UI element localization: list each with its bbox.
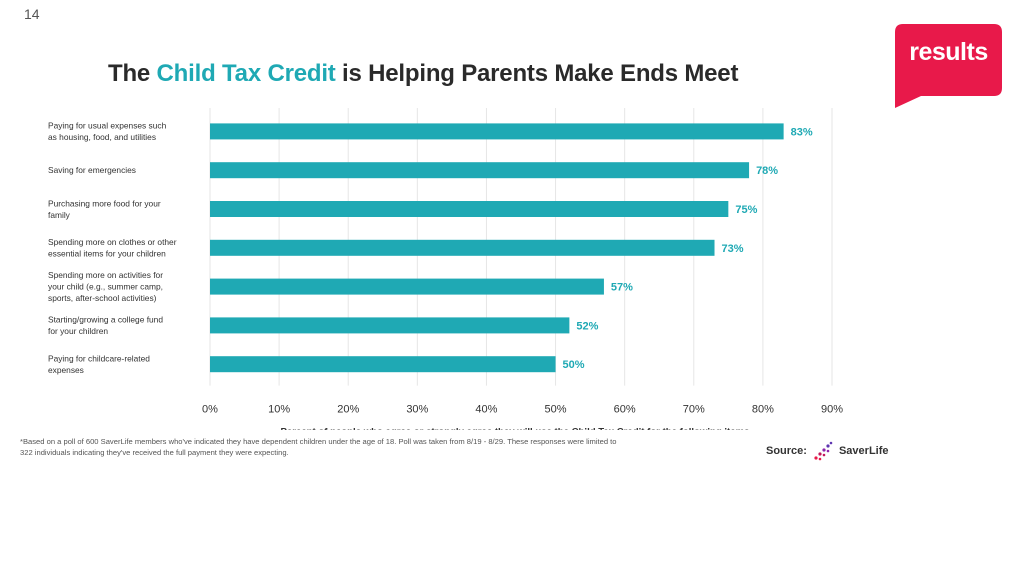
saverlife-logo-icon xyxy=(813,440,833,462)
value-label: 78% xyxy=(756,165,778,177)
x-tick-label: 20% xyxy=(337,404,359,416)
x-tick-label: 60% xyxy=(614,404,636,416)
bar xyxy=(210,201,729,217)
value-label: 83% xyxy=(791,126,813,138)
category-label: Spending more on clothes or other essenti… xyxy=(48,237,177,258)
value-label: 75% xyxy=(735,204,757,216)
value-label: 57% xyxy=(611,282,633,294)
category-label: Purchasing more food for your family xyxy=(48,198,161,220)
x-tick-label: 40% xyxy=(475,404,497,416)
saverlife-brand: SaverLife xyxy=(838,445,889,457)
bar xyxy=(210,356,556,373)
x-tick-label: 50% xyxy=(545,404,567,416)
x-axis-label: Percent of people who agree or strongly … xyxy=(281,427,750,430)
x-tick-label: 0% xyxy=(202,404,218,416)
bar xyxy=(210,162,750,179)
title-suffix: is Helping Parents Make Ends Meet xyxy=(335,60,739,87)
value-label: 52% xyxy=(576,320,598,332)
category-label: Saving for emergencies xyxy=(48,165,136,175)
chart-title: The Child Tax Credit is Helping Parents … xyxy=(108,60,738,88)
bar xyxy=(210,317,570,334)
x-tick-label: 10% xyxy=(268,404,290,416)
logo-text: results xyxy=(909,38,988,66)
x-tick-label: 30% xyxy=(406,404,428,416)
results-logo: results xyxy=(895,24,1002,108)
slide-number: 14 xyxy=(24,6,40,22)
bar-chart: 83% Paying for usual expenses such as hous… xyxy=(48,108,843,430)
bar xyxy=(210,239,715,256)
source-attribution: Source: SaverLife xyxy=(766,440,889,462)
bar xyxy=(210,123,784,140)
value-label: 50% xyxy=(563,359,585,371)
category-label: Paying for childcare-related expenses xyxy=(48,353,150,375)
value-label: 73% xyxy=(722,243,744,255)
bar xyxy=(210,278,604,295)
category-label: Paying for usual expenses such as housing… xyxy=(48,121,167,142)
title-prefix: The xyxy=(108,60,157,87)
x-tick-label: 90% xyxy=(821,404,843,416)
category-label: Spending more on activities for your chil… xyxy=(48,270,163,303)
footnote: *Based on a poll of 600 SaverLife member… xyxy=(20,437,617,457)
category-label: Starting/growing a college fund for your … xyxy=(48,315,163,337)
title-accent: Child Tax Credit xyxy=(156,60,336,87)
source-label: Source: xyxy=(766,445,807,457)
x-tick-label: 80% xyxy=(752,404,774,416)
x-tick-label: 70% xyxy=(683,404,705,416)
